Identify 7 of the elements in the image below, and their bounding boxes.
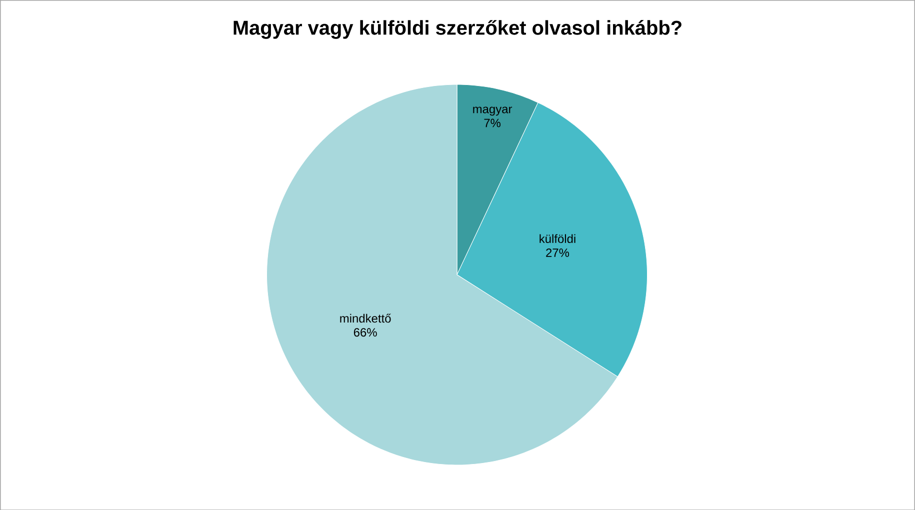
slice-label: külföldi (540, 234, 576, 243)
data-label: 27% (546, 248, 570, 257)
data-label: 66% (354, 328, 377, 336)
slice-label: mindkettő (340, 313, 391, 322)
slice-label: magyar (473, 106, 512, 116)
chart-title: Magyar vagy külföldi szerzőket olvasol inkább? (234, 20, 682, 39)
data-label: 7% (484, 118, 501, 127)
